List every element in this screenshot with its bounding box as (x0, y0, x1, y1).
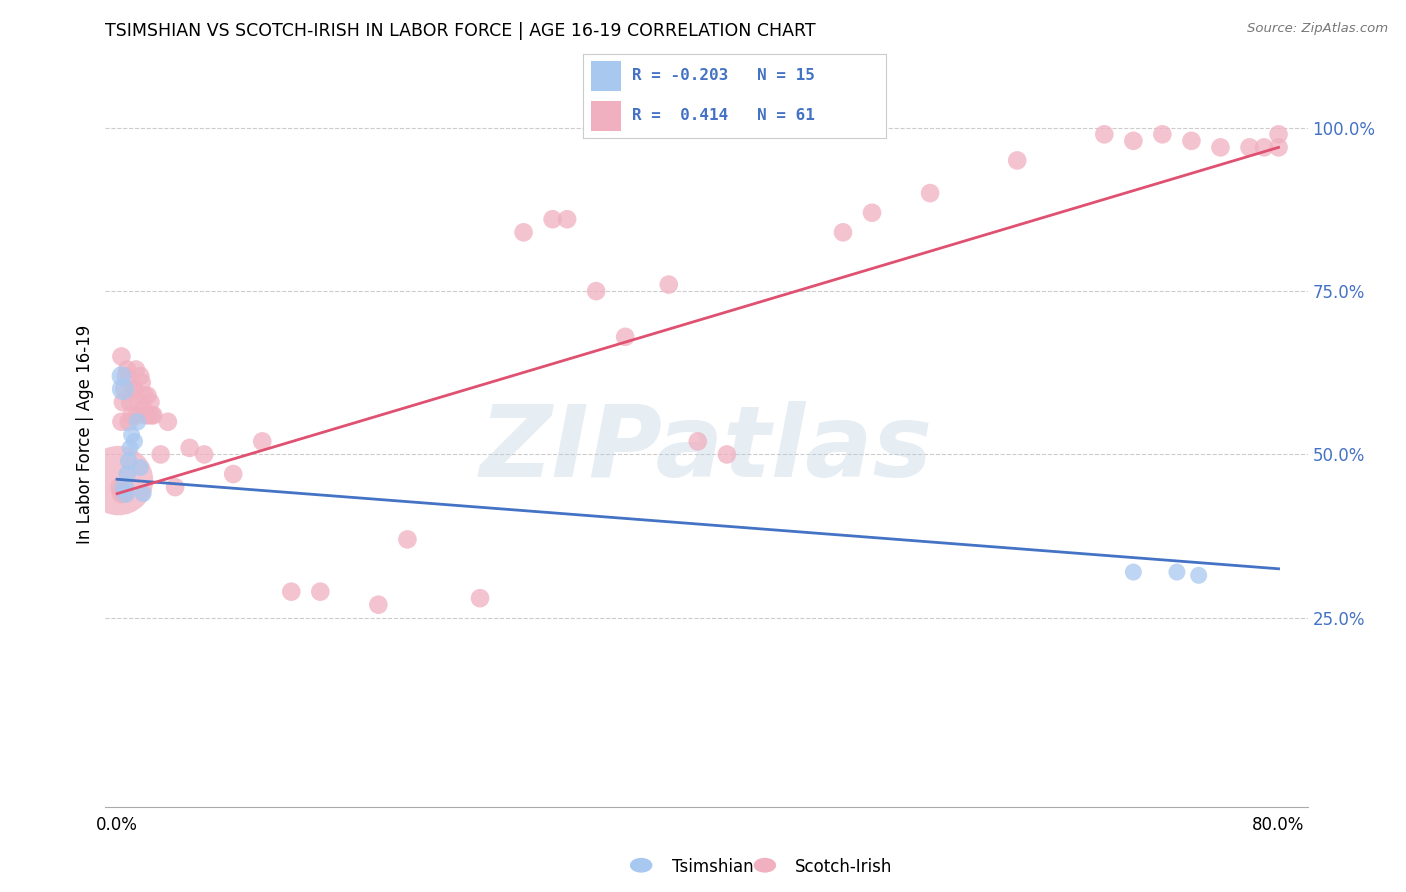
Text: TSIMSHIAN VS SCOTCH-IRISH IN LABOR FORCE | AGE 16-19 CORRELATION CHART: TSIMSHIAN VS SCOTCH-IRISH IN LABOR FORCE… (105, 22, 815, 40)
Point (141, 409, 163, 423)
Point (112, 382, 135, 396)
Point (309, 584, 332, 599)
Point (1267, 128, 1289, 142)
Point (111, 382, 134, 396)
Point (142, 409, 165, 423)
Point (860, 205, 883, 219)
Point (121, 428, 143, 442)
Point (1253, 140, 1275, 154)
Point (135, 409, 157, 423)
Point (658, 277, 681, 292)
Text: R = -0.203   N = 15: R = -0.203 N = 15 (631, 69, 814, 84)
Point (125, 362, 148, 376)
Point (179, 441, 201, 455)
Point (110, 415, 132, 429)
Point (139, 395, 162, 409)
Point (138, 409, 160, 423)
Point (114, 369, 136, 384)
Point (555, 212, 578, 227)
Point (1180, 134, 1202, 148)
Point (1122, 134, 1144, 148)
Point (716, 447, 738, 461)
Point (1239, 140, 1261, 154)
Y-axis label: In Labor Force | Age 16-19: In Labor Force | Age 16-19 (76, 326, 94, 544)
Point (686, 434, 709, 449)
Point (114, 486, 136, 500)
Text: ZIPatlas: ZIPatlas (479, 401, 934, 499)
Point (134, 389, 156, 403)
Point (121, 409, 143, 423)
Point (149, 447, 172, 461)
Text: Tsimshian: Tsimshian (672, 858, 754, 876)
Point (120, 441, 142, 455)
Point (124, 382, 146, 396)
Point (107, 474, 129, 488)
Point (1166, 565, 1188, 579)
Point (156, 415, 179, 429)
Point (122, 382, 145, 396)
Point (1267, 140, 1289, 154)
Point (1122, 565, 1144, 579)
Point (585, 284, 607, 298)
Point (118, 415, 141, 429)
Point (832, 225, 855, 239)
Point (132, 401, 155, 416)
Point (367, 598, 389, 612)
Point (1152, 128, 1174, 142)
Point (252, 434, 274, 449)
Point (136, 389, 159, 403)
Point (614, 330, 637, 344)
Point (512, 225, 534, 239)
Point (110, 486, 132, 500)
Point (112, 486, 135, 500)
Point (131, 376, 153, 390)
Point (1092, 128, 1115, 142)
Bar (591, 101, 621, 130)
Point (468, 591, 491, 606)
Point (280, 584, 302, 599)
Point (110, 369, 132, 384)
Point (132, 486, 155, 500)
Point (127, 415, 149, 429)
Point (193, 447, 215, 461)
Point (111, 395, 134, 409)
Point (115, 362, 138, 376)
Point (1005, 153, 1028, 168)
Text: Scotch-Irish: Scotch-Irish (794, 858, 891, 876)
Point (396, 533, 419, 547)
Point (222, 467, 245, 481)
Point (165, 480, 187, 494)
Point (118, 454, 141, 468)
Point (115, 467, 138, 481)
Point (124, 434, 146, 449)
Point (120, 395, 142, 409)
Point (129, 369, 152, 384)
Text: R =  0.414   N = 61: R = 0.414 N = 61 (631, 108, 814, 123)
Point (108, 480, 131, 494)
Point (112, 480, 135, 494)
Point (920, 186, 942, 200)
Point (1209, 140, 1232, 154)
Point (110, 350, 132, 364)
Point (128, 395, 150, 409)
Bar (591, 62, 621, 91)
Point (127, 409, 149, 423)
Point (1188, 568, 1211, 582)
Point (541, 212, 564, 227)
Text: Source: ZipAtlas.com: Source: ZipAtlas.com (1247, 22, 1388, 36)
Point (129, 460, 152, 475)
